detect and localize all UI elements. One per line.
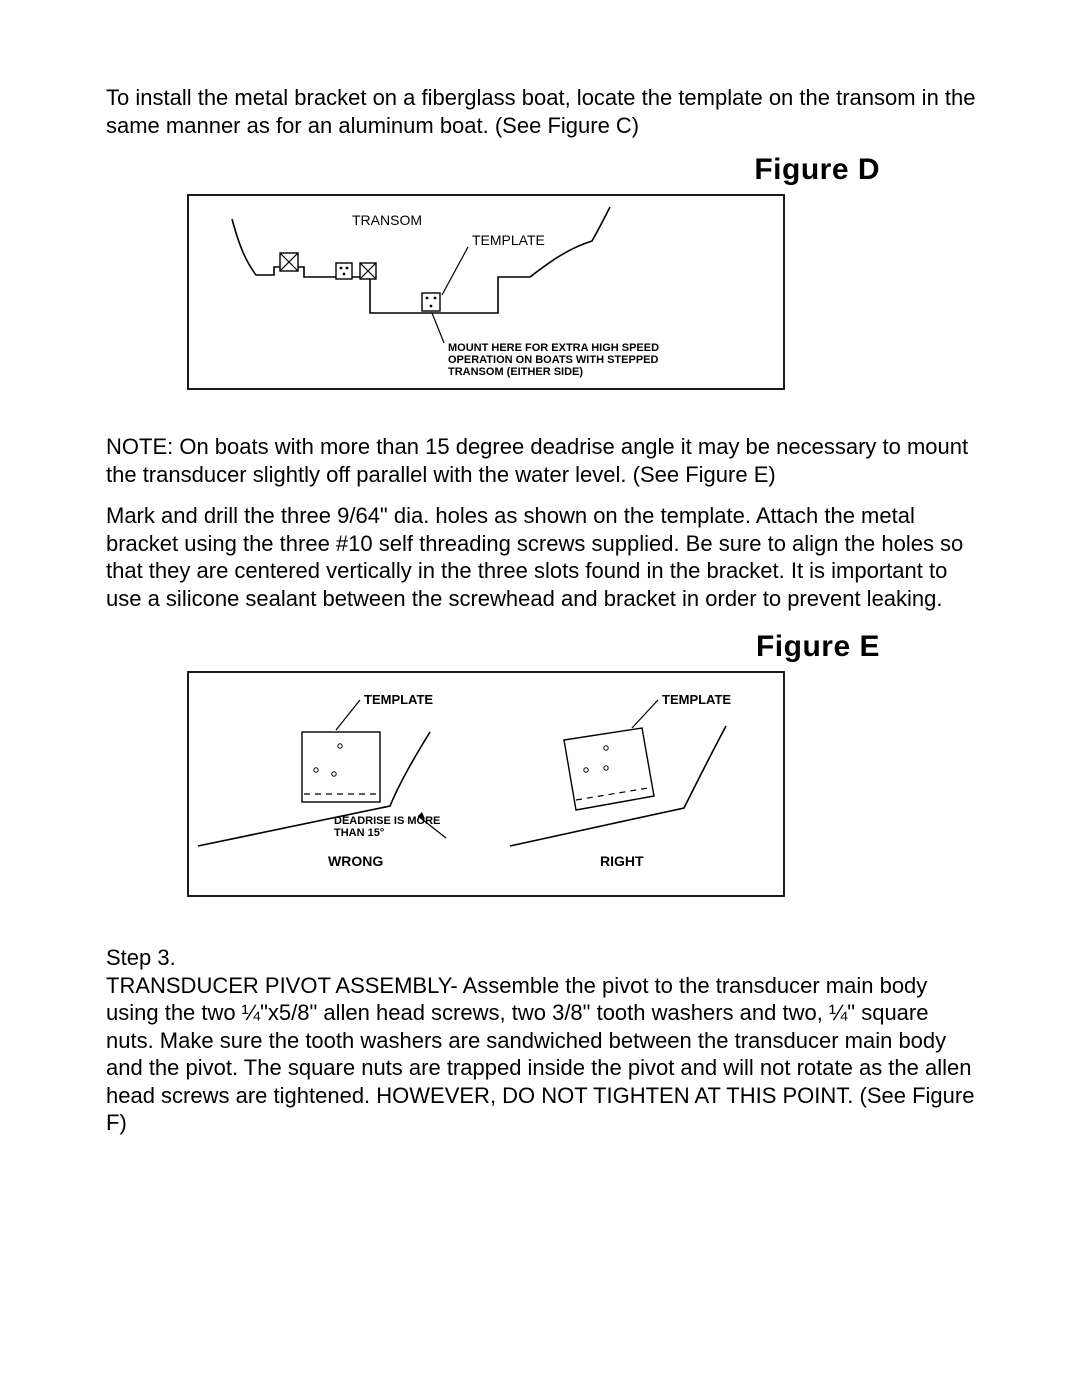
figure-e-right: TEMPLATE RIGHT — [510, 692, 731, 869]
note-paragraph: NOTE: On boats with more than 15 degree … — [106, 433, 980, 488]
mark-drill-paragraph: Mark and drill the three 9/64" dia. hole… — [106, 502, 980, 612]
svg-text:WRONG: WRONG — [328, 853, 383, 869]
figure-e-left: TEMPLATE DEADRISE IS MORE THAN 15° WRONG — [198, 692, 446, 869]
figure-e: TEMPLATE DEADRISE IS MORE THAN 15° WRONG… — [186, 670, 786, 900]
figure-d-box-3 — [360, 263, 376, 279]
svg-text:RIGHT: RIGHT — [600, 853, 644, 869]
figure-d-title: Figure D — [106, 153, 880, 187]
figure-d-label-mount-1: MOUNT HERE FOR EXTRA HIGH SPEED — [448, 342, 659, 354]
figure-d-box-4 — [422, 293, 440, 311]
figure-d-leader-template — [442, 247, 468, 295]
figure-d-box-2 — [336, 263, 352, 279]
intro-paragraph: To install the metal bracket on a fiberg… — [106, 84, 980, 139]
figure-d-label-template: TEMPLATE — [472, 232, 545, 248]
figure-d-leader-mount — [432, 313, 444, 343]
figure-d: TRANSOM TEMPLATE MOUNT HERE FOR EXTRA HI… — [186, 193, 786, 393]
figure-d-label-mount-2: OPERATION ON BOATS WITH STEPPED — [448, 354, 658, 366]
step-3-body: TRANSDUCER PIVOT ASSEMBLY- Assemble the … — [106, 972, 980, 1137]
document-page: To install the metal bracket on a fiberg… — [0, 0, 1080, 1351]
figure-d-box-1 — [280, 253, 298, 271]
figure-e-title: Figure E — [106, 630, 880, 664]
step-3-heading: Step 3. — [106, 944, 980, 972]
svg-text:THAN 15°: THAN 15° — [334, 827, 384, 839]
figure-d-label-transom: TRANSOM — [352, 212, 422, 228]
figure-d-label-mount-3: TRANSOM (EITHER SIDE) — [448, 366, 583, 378]
svg-text:TEMPLATE: TEMPLATE — [662, 692, 731, 707]
svg-text:TEMPLATE: TEMPLATE — [364, 692, 433, 707]
